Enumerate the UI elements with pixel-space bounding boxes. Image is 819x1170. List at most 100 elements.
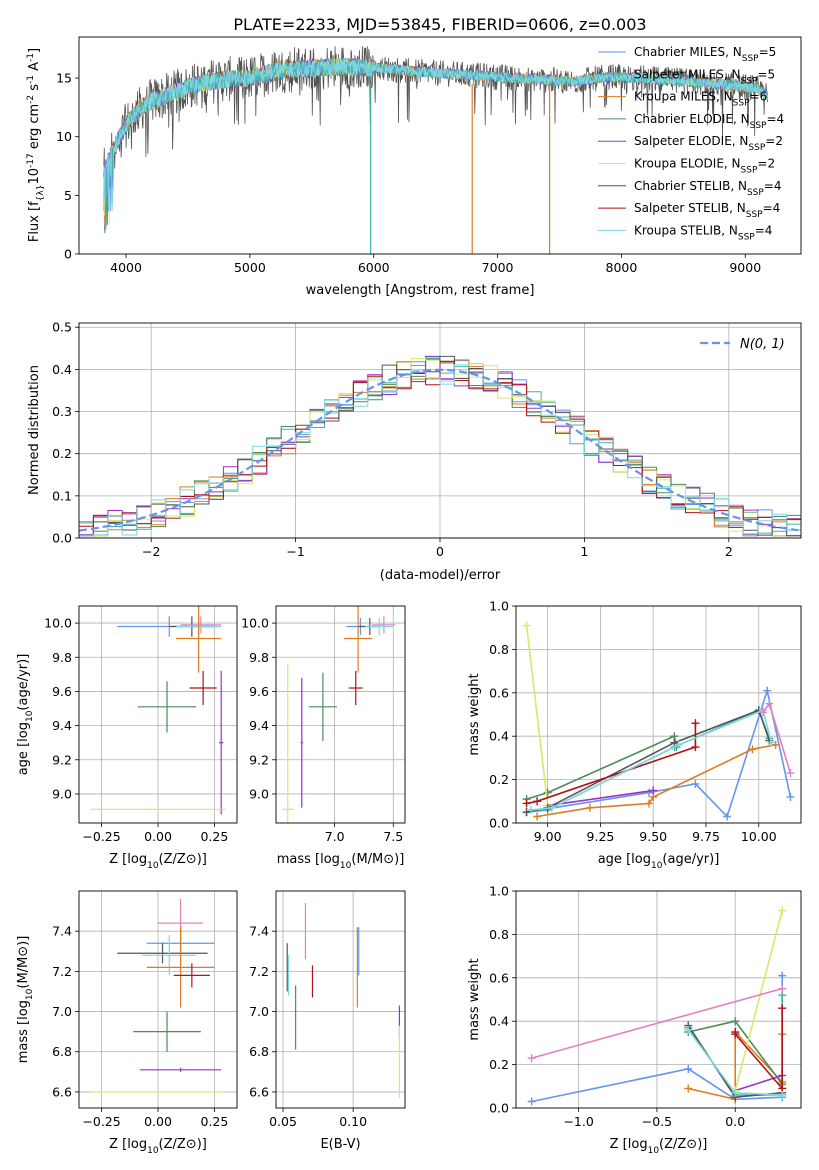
y-tick-label: 9.0 [52, 786, 72, 801]
x-tick-label: 9.50 [639, 829, 667, 844]
plot-area [522, 621, 795, 821]
y-tick-label: 0.0 [489, 1101, 509, 1116]
y-tick-label: 0.8 [489, 927, 509, 942]
x-tick-label: 7.0 [325, 829, 345, 844]
y-axis-label: Normed distribution [27, 365, 42, 495]
weight-point [763, 686, 772, 695]
x-axis-label: Z [log10(Z/Z⊙)] [109, 1137, 207, 1156]
plot-area [281, 606, 396, 823]
weight-line [530, 709, 773, 811]
weight-point [786, 769, 795, 778]
y-tick-label: 9.4 [249, 718, 269, 733]
legend-label: Salpeter MILES, NSSP=5 [634, 67, 775, 86]
y-axis-label: mass weight [467, 673, 482, 755]
y-tick-label: 9.8 [249, 650, 269, 665]
label-part: (Z/Z⊙)] [159, 852, 207, 867]
x-axis-label: wavelength [Angstrom, rest frame] [306, 283, 535, 298]
weight-line [536, 744, 776, 818]
y-tick-label: 7.0 [52, 1004, 72, 1019]
histogram-step [79, 363, 801, 537]
weight-line [734, 910, 783, 1091]
x-tick-label: 1 [580, 544, 588, 559]
weight-point [759, 708, 767, 717]
x-tick-label: 9000 [729, 260, 761, 275]
y-tick-label: 15 [56, 71, 72, 86]
plot-area [90, 899, 226, 1094]
weight-line [734, 1008, 783, 1091]
y-tick-label: 0.3 [52, 404, 72, 419]
weight-line [531, 987, 783, 1059]
x-tick-label: −0.5 [642, 1114, 672, 1129]
axes-frame [78, 605, 238, 824]
x-tick-label: −0.25 [82, 829, 120, 844]
label-part: (Z/Z⊙)] [159, 1137, 207, 1152]
y-tick-label: 7.2 [249, 964, 269, 979]
x-tick-label: 9.75 [692, 829, 720, 844]
label-part: 10 [25, 710, 35, 722]
label-part: 10 [27, 168, 42, 185]
label-part: log [127, 1137, 147, 1152]
weight-point [684, 1064, 693, 1073]
label-part: log [127, 852, 147, 867]
weight-point [684, 1025, 693, 1034]
y-tick-label: 9.2 [52, 752, 72, 767]
x-tick-label: 7000 [482, 260, 514, 275]
weight-point [731, 1017, 740, 1026]
y-axis-label: age [log10(age/yr)] [16, 654, 35, 776]
label-part: -17 [26, 153, 36, 168]
x-tick-label: 5000 [234, 260, 266, 275]
label-part: Z [ [610, 1137, 628, 1152]
y-tick-label: 6.6 [249, 1084, 269, 1099]
weight-point [645, 799, 653, 808]
x-tick-label: 0.05 [269, 1114, 297, 1129]
label-part: SSP [733, 99, 750, 109]
legend-label: Kroupa ELODIE, NSSP=2 [634, 157, 775, 176]
y-axis-label: mass [log10(M/M⊙)] [16, 936, 35, 1064]
plot-area [103, 45, 768, 254]
label-part: ] [27, 48, 42, 53]
y-tick-label: 0.5 [52, 320, 72, 335]
axes-frame [515, 890, 802, 1109]
label-part: mass [ [16, 1020, 31, 1063]
y-tick-label: 9.4 [52, 718, 72, 733]
label-part: Kroupa ELODIE, N [634, 157, 741, 171]
label-part: Z [ [109, 1137, 127, 1152]
legend-label: Kroupa MILES, NSSP=6 [634, 90, 767, 109]
weight-point [527, 1054, 536, 1063]
y-tick-label: 10.0 [44, 616, 72, 631]
y-tick-label: 1.0 [489, 599, 509, 614]
x-tick-label: 0.10 [339, 1114, 367, 1129]
y-tick-label: 0.4 [489, 1014, 509, 1029]
weight-point [778, 984, 787, 993]
weight-point [748, 745, 757, 754]
spectrum-line [103, 57, 768, 211]
plot-area [79, 355, 801, 537]
weight-point [585, 803, 594, 812]
y-tick-label: 5 [64, 188, 72, 203]
weight-point [527, 1097, 536, 1106]
axes-frame [275, 605, 406, 824]
label-part: Chabrier MILES, N [634, 45, 742, 59]
y-tick-label: 7.2 [52, 964, 72, 979]
plot-area [90, 606, 226, 815]
weight-point [649, 786, 658, 795]
label-part: =4 [755, 223, 773, 237]
label-part: Flux [f [27, 201, 42, 242]
label-part: SSP [746, 210, 763, 220]
axes-frame [515, 605, 802, 824]
weight-point [778, 971, 787, 980]
label-part: SSP [741, 166, 758, 176]
x-tick-label: 0.0 [725, 1114, 745, 1129]
chart-mass_vs_Z: −0.25 0.00 0.256.66.87.07.27.4Z [log10(Z/Z… [16, 890, 238, 1156]
x-tick-label: −1 [286, 544, 304, 559]
legend-label: Salpeter ELODIE, NSSP=2 [634, 134, 783, 153]
x-tick-label: 8000 [606, 260, 638, 275]
axes-frame [78, 890, 238, 1109]
x-axis-label: Z [log10(Z/Z⊙)] [109, 852, 207, 871]
x-tick-label: 0.00 [144, 1114, 172, 1129]
weight-line [525, 625, 549, 806]
label-part: -1 [26, 75, 36, 84]
x-tick-label: 0 [436, 544, 444, 559]
label-part: Kroupa STELIB, N [634, 223, 738, 237]
y-tick-label: 0.6 [489, 685, 509, 700]
